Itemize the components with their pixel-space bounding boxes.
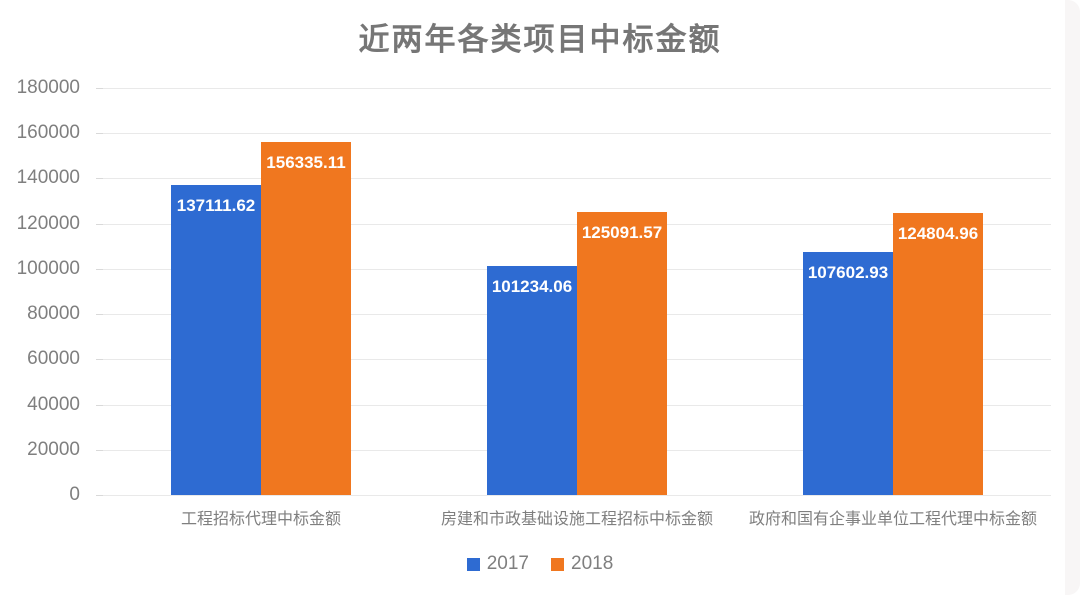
legend: 2017 2018: [0, 553, 1080, 575]
y-axis-label: 100000: [16, 257, 80, 279]
bar-value-label: 107602.93: [807, 262, 889, 282]
bar-2017-group-3: 107602.93: [803, 251, 893, 495]
bar-value-label: 124804.96: [897, 223, 979, 243]
legend-label: 2017: [486, 553, 529, 574]
y-axis-label: 20000: [27, 438, 80, 460]
x-axis-label: 房建和市政基础设施工程招标中标金额: [440, 511, 714, 528]
bar-value-label: 156335.11: [266, 152, 346, 172]
y-axis-label: 160000: [16, 122, 80, 144]
y-axis-label: 0: [69, 484, 80, 505]
y-axis-tick: [96, 268, 103, 270]
gridline: [103, 495, 1051, 496]
y-axis-tick: [96, 178, 103, 180]
y-axis-label: 60000: [27, 348, 80, 370]
y-axis-tick: [96, 404, 103, 406]
legend-item-2018: 2018: [551, 553, 613, 575]
y-axis-tick: [96, 223, 103, 225]
y-axis-label: 140000: [16, 167, 80, 189]
gridline: [103, 178, 1051, 180]
legend-swatch: [466, 557, 480, 571]
y-axis-tick: [96, 133, 103, 135]
y-axis-tick: [96, 495, 103, 496]
bar-2017-group-1: 137111.62: [171, 184, 261, 495]
y-axis-label: 40000: [27, 393, 80, 415]
y-axis-label: 80000: [27, 303, 80, 325]
gridline: [103, 88, 1051, 89]
bar-value-label: 101234.06: [491, 277, 573, 297]
bar-2017-group-2: 101234.06: [487, 266, 577, 495]
legend-item-2017: 2017: [466, 553, 529, 575]
plot-area: 137111.62 156335.11 101234.06 125091.57 1076…: [103, 88, 1051, 496]
gridline: [103, 133, 1051, 135]
y-axis-tick: [96, 88, 103, 89]
bar-2018-group-1: 156335.11: [261, 141, 351, 495]
y-axis-tick: [96, 314, 103, 316]
y-axis-tick: [96, 359, 103, 361]
page-right-edge: [1065, 0, 1080, 595]
x-axis-label: 工程招标代理中标金额: [180, 511, 342, 528]
chart-title: 近两年各类项目中标金额: [358, 22, 722, 57]
x-axis-label: 政府和国有企事业单位工程代理中标金额: [748, 511, 1038, 528]
bar-value-label: 137111.62: [176, 195, 256, 215]
bar-value-label: 125091.57: [581, 223, 663, 243]
legend-swatch: [551, 557, 564, 571]
bar-2018-group-2: 125091.57: [577, 212, 667, 495]
y-axis-label: 180000: [16, 77, 80, 98]
bar-2018-group-3: 124804.96: [893, 212, 983, 495]
legend-label: 2018: [571, 553, 614, 574]
y-axis-tick: [96, 449, 103, 451]
y-axis-label: 120000: [16, 212, 80, 234]
